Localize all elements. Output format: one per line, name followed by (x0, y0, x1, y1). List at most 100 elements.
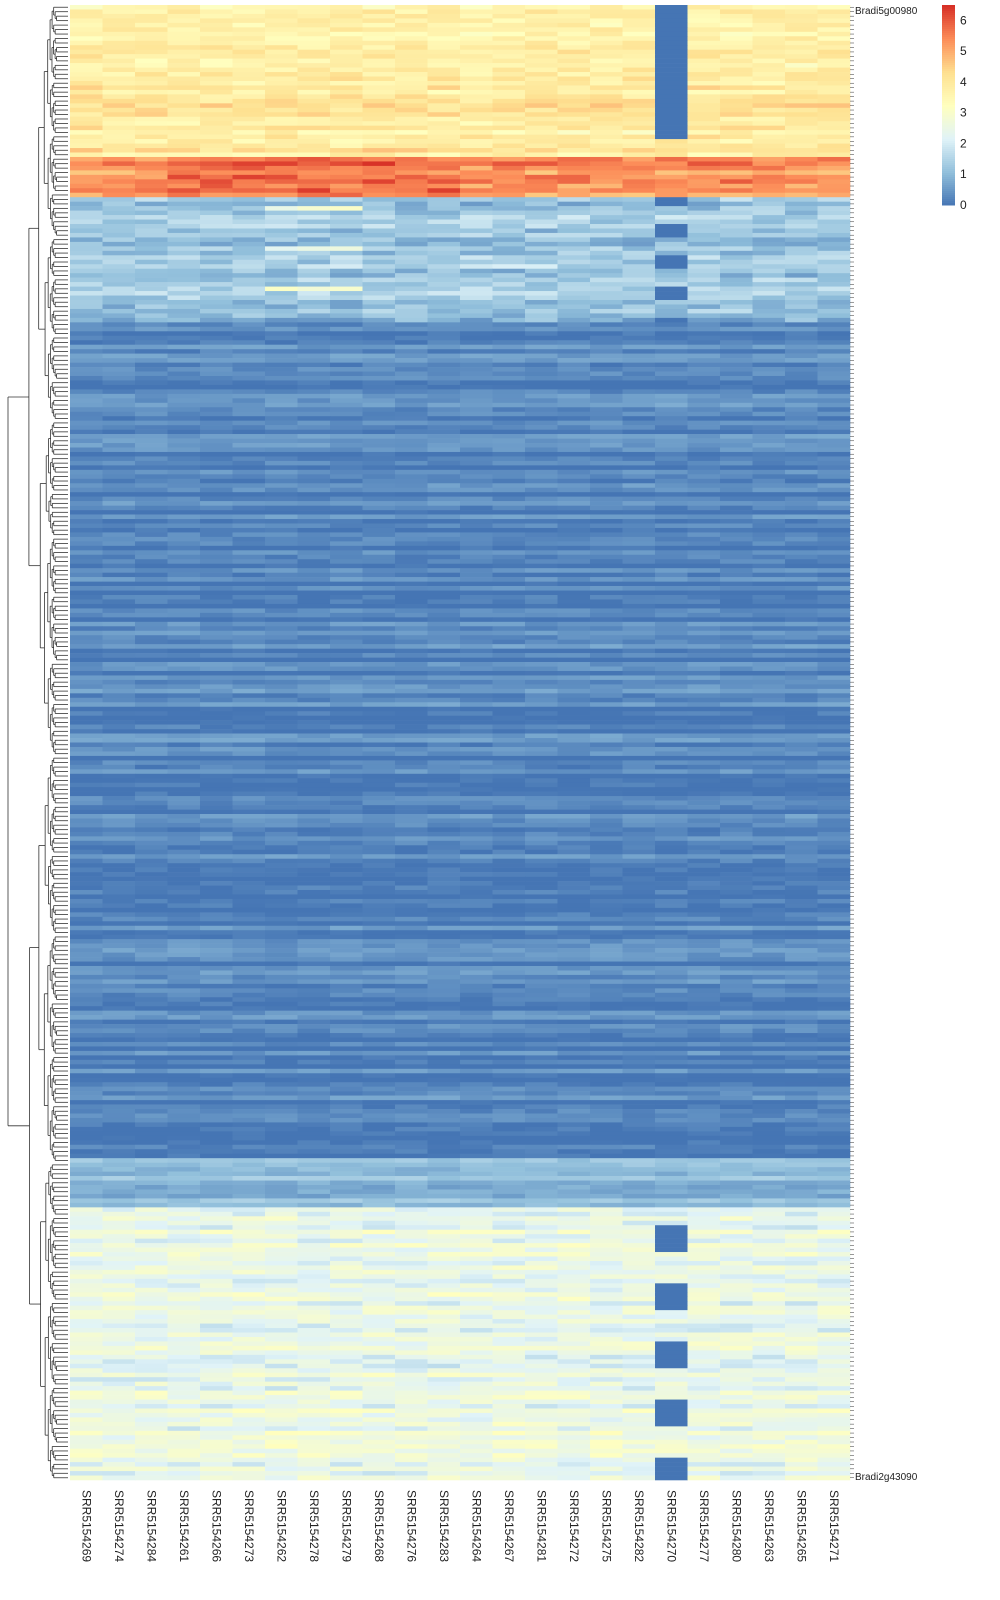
heatmap-cell (265, 702, 298, 707)
heatmap-cell (493, 430, 526, 435)
heatmap-cell (655, 367, 688, 372)
heatmap-cell (558, 179, 591, 184)
heatmap-cell (265, 224, 298, 229)
heatmap-cell (200, 698, 233, 703)
heatmap-cell (655, 483, 688, 488)
heatmap-cell (168, 684, 201, 689)
heatmap-cell (363, 394, 396, 399)
heatmap-cell (103, 747, 136, 752)
heatmap-cell (558, 59, 591, 64)
heatmap-cell (558, 667, 591, 672)
heatmap-cell (395, 635, 428, 640)
heatmap-cell (135, 45, 168, 50)
heatmap-cell (70, 36, 103, 41)
heatmap-cell (395, 385, 428, 390)
heatmap-cell (103, 153, 136, 158)
heatmap-cell (493, 622, 526, 627)
heatmap-cell (233, 269, 266, 274)
heatmap-cell (720, 108, 753, 113)
heatmap-cell (590, 532, 623, 537)
heatmap-cell (753, 291, 786, 296)
heatmap-cell (135, 599, 168, 604)
heatmap-cell (135, 617, 168, 622)
heatmap-cell (103, 18, 136, 23)
heatmap-cell (720, 631, 753, 636)
heatmap-cell (330, 372, 363, 377)
heatmap-cell (655, 577, 688, 582)
heatmap-cell (493, 720, 526, 725)
heatmap-cell (623, 175, 656, 180)
heatmap-cell (688, 246, 721, 251)
heatmap-cell (233, 394, 266, 399)
heatmap-cells (70, 5, 850, 1480)
heatmap-cell (168, 443, 201, 448)
heatmap-cell (655, 153, 688, 158)
heatmap-cell (168, 90, 201, 95)
heatmap-cell (395, 161, 428, 166)
heatmap-cell (135, 725, 168, 730)
heatmap-cell (623, 608, 656, 613)
heatmap-cell (623, 59, 656, 64)
heatmap-cell (655, 161, 688, 166)
heatmap-cell (525, 680, 558, 685)
heatmap-cell (168, 59, 201, 64)
heatmap-cell (493, 206, 526, 211)
heatmap-cell (753, 309, 786, 314)
heatmap-cell (395, 345, 428, 350)
heatmap-cell (525, 215, 558, 220)
heatmap-cell (265, 336, 298, 341)
heatmap-cell (135, 90, 168, 95)
heatmap-cell (428, 439, 461, 444)
heatmap-cell (720, 161, 753, 166)
heatmap-cell (395, 604, 428, 609)
heatmap-cell (655, 246, 688, 251)
heatmap-cell (265, 367, 298, 372)
heatmap-cell (785, 54, 818, 59)
heatmap-cell (590, 586, 623, 591)
heatmap-cell (493, 671, 526, 676)
heatmap-cell (688, 224, 721, 229)
heatmap-cell (818, 407, 851, 412)
heatmap-cell (70, 416, 103, 421)
heatmap-cell (298, 313, 331, 318)
heatmap-cell (200, 720, 233, 725)
heatmap-cell (590, 372, 623, 377)
heatmap-cell (753, 394, 786, 399)
heatmap-cell (525, 608, 558, 613)
heatmap-cell (200, 689, 233, 694)
heatmap-cell (428, 103, 461, 108)
heatmap-cell (590, 309, 623, 314)
heatmap-cell (395, 282, 428, 287)
heatmap-cell (363, 363, 396, 368)
heatmap-cell (330, 515, 363, 520)
heatmap-cell (753, 287, 786, 292)
heatmap-cell (688, 720, 721, 725)
heatmap-cell (558, 345, 591, 350)
heatmap-cell (493, 358, 526, 363)
heatmap-cell (233, 412, 266, 417)
heatmap-cell (135, 287, 168, 292)
heatmap-cell (70, 313, 103, 318)
heatmap-cell (168, 291, 201, 296)
heatmap-cell (460, 546, 493, 551)
heatmap-cell (525, 398, 558, 403)
heatmap-cell (460, 586, 493, 591)
heatmap-cell (688, 564, 721, 569)
heatmap-cell (590, 282, 623, 287)
heatmap-cell (525, 698, 558, 703)
heatmap-cell (168, 23, 201, 28)
heatmap-cell (103, 318, 136, 323)
heatmap-cell (363, 492, 396, 497)
heatmap-cell (200, 32, 233, 37)
heatmap-cell (330, 237, 363, 242)
heatmap-cell (525, 246, 558, 251)
heatmap-cell (655, 698, 688, 703)
heatmap-cell (460, 90, 493, 95)
heatmap-cell (720, 546, 753, 551)
heatmap-cell (298, 9, 331, 14)
heatmap-cell (135, 81, 168, 86)
heatmap-cell (298, 72, 331, 77)
heatmap-cell (168, 45, 201, 50)
heatmap-cell (623, 394, 656, 399)
heatmap-cell (135, 313, 168, 318)
